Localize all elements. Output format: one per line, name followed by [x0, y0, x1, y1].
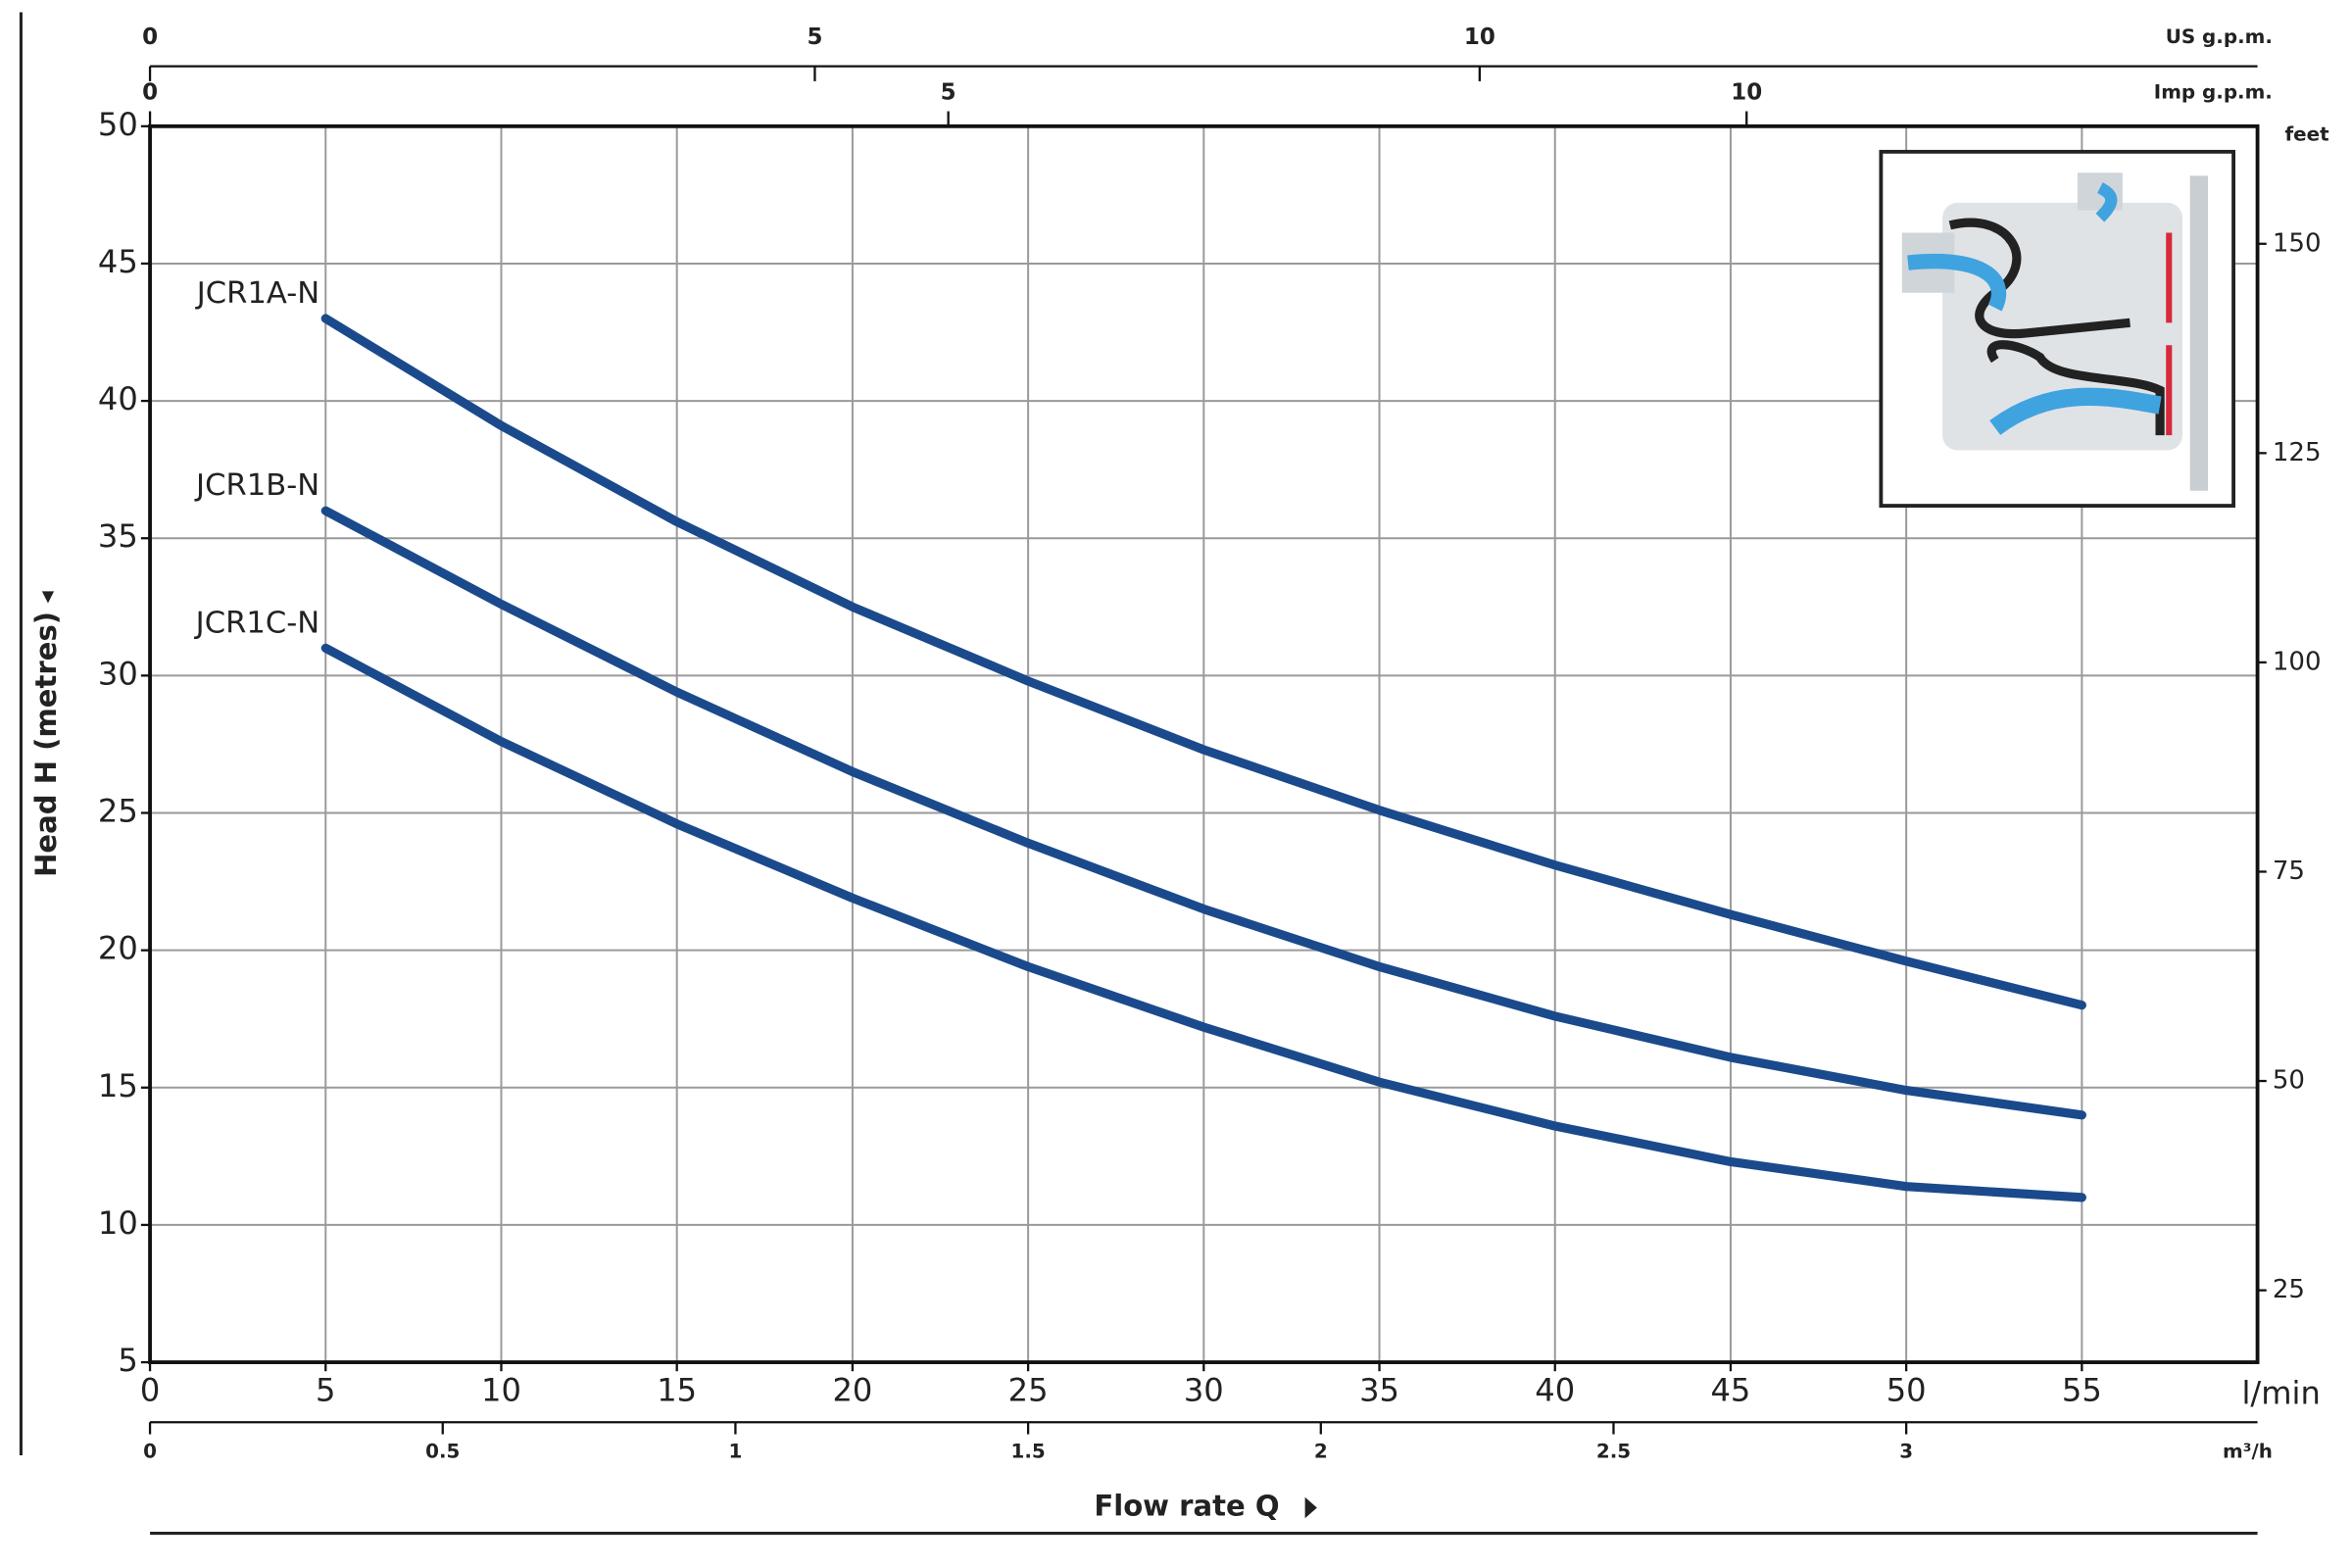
curve — [320, 314, 2086, 1010]
y2-tick-label: 50 — [2273, 1066, 2305, 1096]
arrow-icon — [1304, 1496, 1317, 1519]
secondary-tick-label: 2.5 — [1596, 1440, 1631, 1462]
y-tick-label: 35 — [98, 517, 138, 555]
secondary-tick-label: 0 — [142, 80, 158, 106]
y-tick-label: 5 — [118, 1342, 137, 1379]
y-tick-label: 20 — [98, 930, 138, 967]
y2-unit: feet — [2285, 123, 2330, 146]
x-tick-label: 30 — [1184, 1372, 1224, 1409]
secondary-tick-label: 0 — [142, 24, 158, 50]
arrow-icon — [41, 591, 55, 604]
x-tick-label: 55 — [2062, 1372, 2102, 1409]
x-tick-label: 10 — [481, 1372, 521, 1409]
secondary-unit: m³/h — [2223, 1440, 2273, 1462]
x-tick-label: 45 — [1710, 1372, 1750, 1409]
marks: 0 5 10 15 20 25 30 35 40 45 50 55 l/min5101520253035… — [98, 24, 2329, 1462]
x-tick-label: 40 — [1535, 1372, 1575, 1409]
y-tick-label: 25 — [98, 793, 138, 830]
y2-tick-label: 25 — [2273, 1275, 2305, 1304]
y-tick-label: 50 — [98, 106, 138, 143]
pump-illustration — [1879, 149, 2235, 508]
x-unit: l/min — [2242, 1375, 2321, 1412]
secondary-tick-label: 1 — [729, 1440, 743, 1462]
curve — [320, 506, 2086, 1120]
secondary-tick-label: 5 — [807, 24, 822, 50]
x-tick-label: 15 — [657, 1372, 697, 1409]
secondary-tick-label: 2 — [1314, 1440, 1328, 1462]
y-tick-label: 40 — [98, 380, 138, 417]
x-tick-label: 20 — [832, 1372, 872, 1409]
y-tick-label: 10 — [98, 1204, 138, 1242]
x-tick-label: 35 — [1359, 1372, 1399, 1409]
x-tick-label: 25 — [1008, 1372, 1049, 1409]
secondary-tick-label: 0.5 — [425, 1440, 460, 1462]
series-label: JCR1A-N — [195, 276, 319, 311]
y-tick-label: 45 — [98, 243, 138, 280]
x-tick-label: 5 — [316, 1372, 335, 1409]
series-label: JCR1C-N — [194, 606, 319, 640]
y2-tick-label: 150 — [2273, 228, 2322, 258]
secondary-unit: Imp g.p.m. — [2154, 81, 2273, 104]
secondary-tick-label: 0 — [143, 1440, 157, 1462]
secondary-tick-label: 5 — [941, 80, 956, 106]
y2-tick-label: 75 — [2273, 857, 2305, 886]
y-tick-label: 15 — [98, 1067, 138, 1104]
secondary-unit: US g.p.m. — [2166, 25, 2273, 48]
x-axis-title: Flow rate Q — [1094, 1490, 1279, 1523]
secondary-tick-label: 10 — [1731, 80, 1762, 106]
secondary-tick-label: 3 — [1899, 1440, 1913, 1462]
y-axis-title: Head H (metres) — [29, 612, 63, 877]
y2-tick-label: 100 — [2273, 647, 2322, 676]
x-tick-label: 50 — [1886, 1372, 1927, 1409]
series-label: JCR1B-N — [194, 468, 319, 503]
secondary-tick-label: 1.5 — [1010, 1440, 1045, 1462]
x-tick-label: 0 — [140, 1372, 160, 1409]
curve — [320, 643, 2086, 1202]
secondary-tick-label: 10 — [1464, 24, 1495, 50]
y2-tick-label: 125 — [2273, 438, 2322, 467]
y-tick-label: 30 — [98, 655, 138, 692]
